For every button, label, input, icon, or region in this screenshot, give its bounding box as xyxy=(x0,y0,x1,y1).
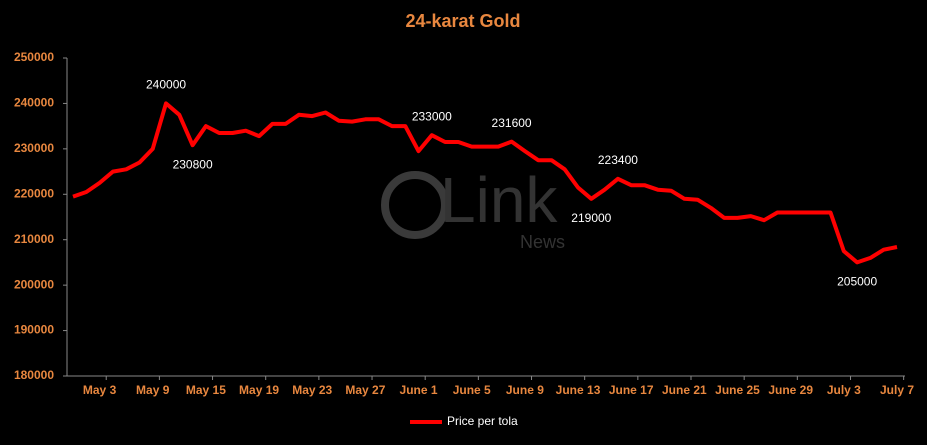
chart-title: 24-karat Gold xyxy=(405,11,520,31)
x-tick-label: May 19 xyxy=(239,383,279,397)
data-label: 233000 xyxy=(412,109,452,123)
legend-label: Price per tola xyxy=(447,414,518,428)
y-tick-label: 180000 xyxy=(14,368,54,382)
series-line xyxy=(72,101,898,265)
x-tick-label: July 7 xyxy=(880,383,914,397)
watermark-text: Link xyxy=(440,164,558,236)
x-tick-label: June 25 xyxy=(715,383,760,397)
data-label: 205000 xyxy=(837,275,877,289)
data-label: 240000 xyxy=(146,78,186,92)
x-tick-label: June 9 xyxy=(506,383,544,397)
x-tick-label: June 5 xyxy=(453,383,491,397)
watermark-logo xyxy=(381,171,449,239)
y-tick-label: 220000 xyxy=(14,186,54,200)
data-label: 223400 xyxy=(598,153,638,167)
x-tick-label: May 27 xyxy=(345,383,385,397)
y-tick-label: 250000 xyxy=(14,50,54,64)
y-tick-label: 230000 xyxy=(14,141,54,155)
x-tick-label: June 13 xyxy=(556,383,601,397)
x-tick-label: May 23 xyxy=(292,383,332,397)
x-tick-label: June 29 xyxy=(768,383,813,397)
y-tick-label: 240000 xyxy=(14,96,54,110)
x-tick-label: May 9 xyxy=(136,383,170,397)
x-tick-label: May 15 xyxy=(186,383,226,397)
x-tick-label: July 3 xyxy=(827,383,861,397)
x-tick-label: May 3 xyxy=(83,383,117,397)
y-tick-label: 190000 xyxy=(14,323,54,337)
watermark-subtext: News xyxy=(520,232,565,252)
y-tick-label: 210000 xyxy=(14,232,54,246)
x-tick-label: June 21 xyxy=(662,383,707,397)
x-tick-label: June 17 xyxy=(609,383,654,397)
data-label: 219000 xyxy=(571,211,611,225)
y-tick-label: 200000 xyxy=(14,277,54,291)
x-tick-label: June 1 xyxy=(400,383,438,397)
data-label: 230800 xyxy=(173,157,213,171)
data-label: 231600 xyxy=(492,116,532,130)
